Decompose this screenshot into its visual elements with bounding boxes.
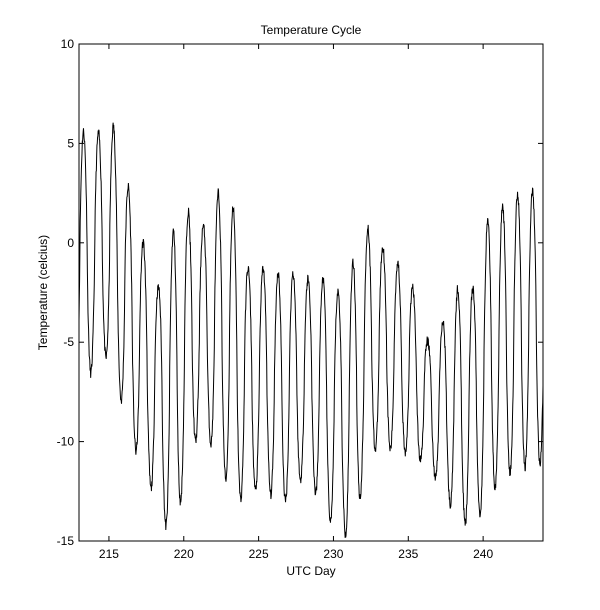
plot-frame: [78, 43, 544, 542]
chart-title: Temperature Cycle: [261, 23, 362, 37]
y-tick-label: -5: [63, 335, 74, 349]
x-tick-label: 215: [99, 547, 119, 561]
plot-area: [79, 44, 543, 541]
x-tick-label: 225: [249, 547, 269, 561]
x-tick-label: 240: [473, 547, 493, 561]
series-layer: [79, 122, 543, 538]
y-tick-label: -10: [57, 435, 75, 449]
y-tick-label: 0: [67, 236, 74, 250]
y-tick-label: -15: [57, 534, 75, 548]
y-tick-label: 10: [61, 37, 75, 51]
x-tick-label: 220: [174, 547, 194, 561]
y-tick-label: 5: [67, 136, 74, 150]
y-axis-label: Temperature (celcius): [36, 235, 50, 350]
x-tick-label: 230: [323, 547, 343, 561]
x-axis-label: UTC Day: [286, 564, 335, 578]
tick-labels: 215 220 225 230 235 240 -15 -10 -5 0 5 10: [57, 37, 494, 561]
x-tick-label: 235: [398, 547, 418, 561]
temperature-line: [79, 122, 543, 538]
